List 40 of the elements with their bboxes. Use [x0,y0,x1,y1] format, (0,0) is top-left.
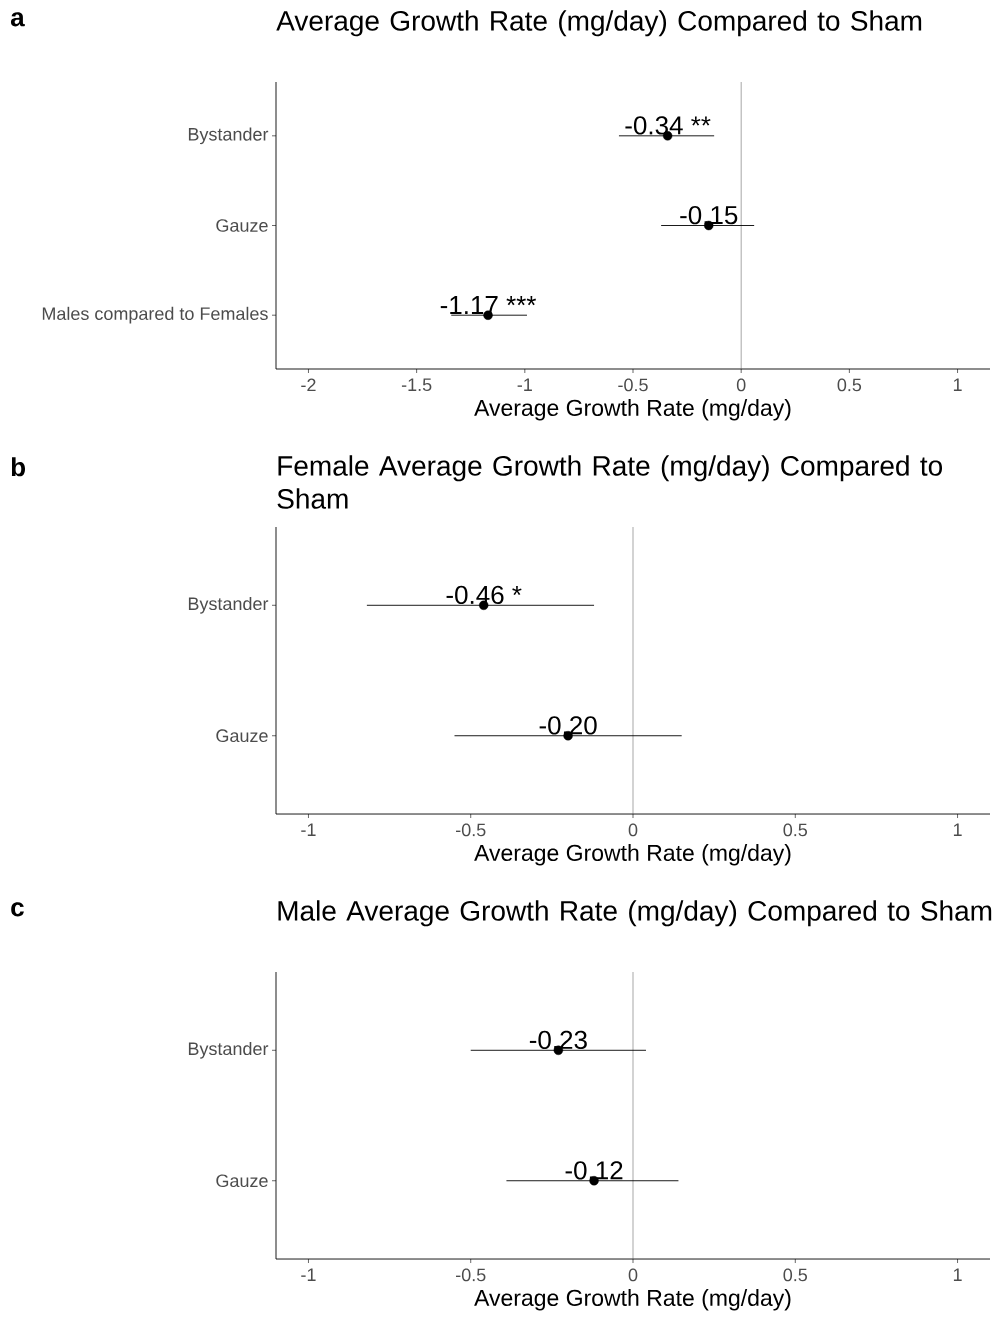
data-label: -0.12 [565,1161,623,1180]
x-tick-label: -0.5 [456,1268,486,1282]
x-tick-label: -0.5 [456,823,486,837]
y-tick-label: Males compared to Females [42,306,268,324]
y-tick-label: Bystander [188,596,269,614]
x-tick-label: 0.5 [783,1268,808,1282]
data-label: -0.20 [539,716,597,735]
data-label: -0.46 * [446,585,522,605]
y-tick-label: Gauze [216,1174,268,1188]
x-axis-title: Average Growth Rate (mg/day) [474,399,791,421]
x-tick-label: 0.5 [783,823,808,837]
text: a [10,12,25,27]
x-axis-title: Average Growth Rate (mg/day) [474,844,791,866]
x-tick-label: 1 [953,1268,962,1281]
chart-title: Male Average Growth Rate (mg/day) Compared to Sham [278,900,992,927]
x-tick-label: -1 [517,378,532,391]
x-axis-title: Average Growth Rate (mg/day) [474,1289,791,1311]
x-tick-label: -1.5 [401,378,432,392]
x-tick-label: 0 [736,378,746,392]
x-tick-label: 0 [628,1268,638,1282]
x-tick-label: 1 [953,823,962,836]
y-tick-label: Bystander [188,1041,269,1059]
y-tick-label: Bystander [188,127,269,145]
data-label: -0.23 [529,1030,587,1050]
x-tick-label: 0 [628,823,638,837]
data-label: -0.15 [680,205,738,225]
x-tick-label: -1 [301,823,316,836]
text: b [11,457,26,477]
x-tick-label: 0.5 [837,378,862,392]
text: c [11,902,24,917]
y-tick-label: Gauze [216,219,268,232]
y-tick-label: Gauze [216,729,268,743]
data-label: -1.17 *** [440,296,537,314]
x-tick-label: -2 [301,378,316,392]
chart-title: Average Growth Rate (mg/day) Compared to Sham [276,10,922,37]
x-tick-label: -1 [301,1268,316,1281]
data-label: -0.34 ** [625,116,711,135]
x-tick-label: 1 [953,378,962,391]
x-tick-label: -0.5 [618,378,648,392]
chart-title: Female Average Growth Rate (mg/day) Compared to Sham [277,455,943,509]
